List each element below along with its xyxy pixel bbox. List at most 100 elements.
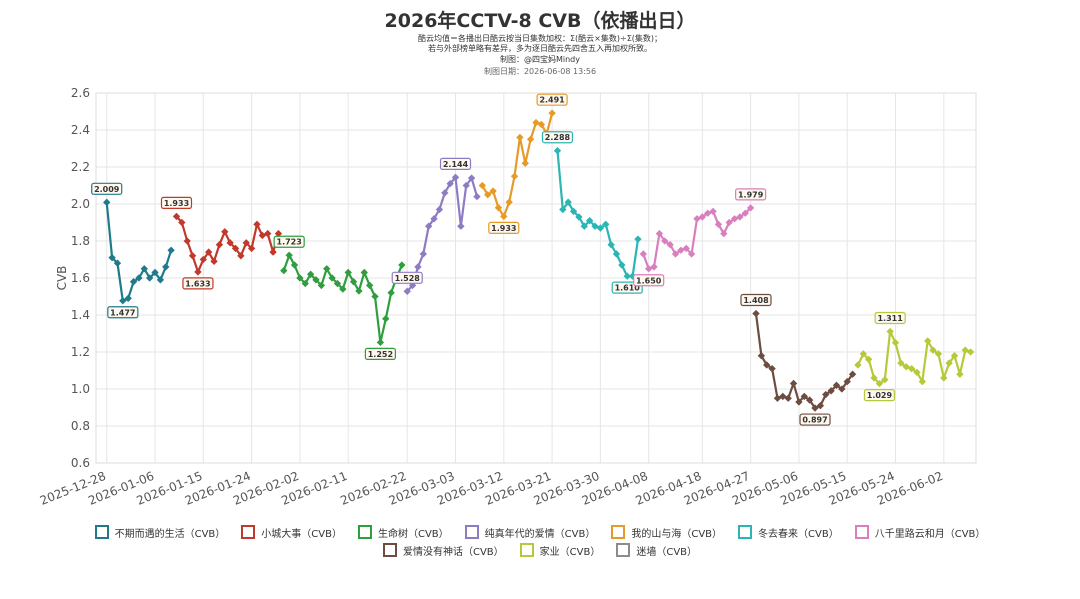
data-label: 2.144 — [443, 160, 469, 169]
data-point — [859, 350, 867, 358]
data-label: 1.933 — [164, 199, 189, 208]
data-point — [419, 250, 427, 258]
data-label-box — [863, 389, 896, 402]
data-point — [934, 350, 943, 358]
data-point — [521, 159, 529, 167]
data-label: 1.029 — [867, 391, 893, 400]
data-point — [237, 252, 245, 260]
data-point — [215, 241, 224, 249]
data-point — [365, 281, 374, 290]
data-label: 1.311 — [877, 314, 903, 323]
legend-item[interactable]: 小城大事（CVB） — [241, 525, 342, 540]
data-point — [328, 274, 336, 282]
data-point — [349, 278, 358, 286]
legend-label: 我的山与海（CVB） — [631, 528, 723, 540]
legend-row: 不期而遇的生活（CVB） 小城大事（CVB） 生命树（CVB） 纯真年代的爱情（CVB… — [0, 523, 1080, 541]
data-point — [564, 198, 572, 206]
data-point — [741, 209, 749, 217]
data-point — [478, 181, 487, 190]
data-point — [746, 204, 755, 212]
data-label-box — [364, 347, 396, 360]
chart-subtitle-line-1: 酷云均值＝各播出日酷云按当日集数加权：Σ(酷云×集数)÷Σ(集数)； — [418, 34, 662, 43]
data-point — [382, 315, 390, 323]
data-point — [194, 268, 202, 276]
legend-label: 小城大事（CVB） — [261, 528, 342, 540]
data-point — [344, 268, 352, 277]
data-point — [596, 224, 605, 232]
legend-item[interactable]: 迷墙（CVB） — [616, 543, 697, 558]
legend-item[interactable]: 冬去春来（CVB） — [738, 525, 839, 540]
chart-subtitle-line-2: 若与外部榜单略有差异，多为逐日酷云先四舍五入再加权所致。 — [428, 44, 652, 53]
data-point — [661, 237, 669, 245]
data-point — [784, 394, 792, 402]
data-point — [376, 338, 385, 347]
data-point — [709, 207, 717, 216]
data-point — [865, 355, 873, 364]
data-point — [355, 287, 363, 295]
legend-item[interactable]: 爱情没有神话（CVB） — [382, 543, 504, 558]
data-labels: 2.009 1.477 1.933 1.633 1.723 1.252 2.144 1.528… — [91, 93, 906, 426]
legend-item[interactable]: 家业（CVB） — [519, 543, 600, 558]
data-point — [816, 401, 825, 410]
chart-date: 制图日期：2026-06-08 13:56 — [483, 67, 597, 76]
legend-item[interactable]: 纯真年代的爱情（CVB） — [464, 525, 595, 540]
data-point — [296, 274, 304, 282]
data-point — [500, 212, 508, 221]
data-point — [306, 270, 315, 278]
data-point — [548, 109, 556, 117]
data-point — [956, 370, 964, 378]
data-point — [843, 377, 851, 386]
data-point — [103, 198, 111, 207]
y-tick-label: 2.2 — [71, 160, 90, 174]
data-point — [226, 239, 234, 247]
data-label-box — [160, 196, 193, 209]
data-point — [172, 212, 181, 221]
data-point — [462, 181, 470, 190]
y-tick-label: 1.8 — [71, 234, 90, 248]
data-label: 1.633 — [185, 279, 210, 288]
data-point — [274, 229, 283, 238]
data-point — [162, 263, 170, 271]
legend-swatch — [616, 543, 631, 557]
data-point — [752, 309, 760, 318]
data-label-box — [439, 157, 472, 170]
data-point — [805, 396, 814, 404]
data-point — [650, 263, 658, 271]
data-point — [403, 287, 411, 295]
data-point — [473, 192, 481, 201]
data-point — [457, 222, 465, 230]
legend-label: 迷墙（CVB） — [636, 546, 698, 558]
series-line-1 — [175, 215, 280, 273]
data-point — [623, 272, 631, 280]
data-point — [714, 220, 723, 229]
data-point — [795, 398, 803, 406]
data-point — [940, 374, 948, 382]
data-point — [913, 368, 921, 377]
data-point — [451, 173, 460, 182]
legend-item[interactable]: 我的山与海（CVB） — [611, 525, 722, 540]
data-point — [789, 379, 798, 388]
data-point — [526, 135, 535, 143]
data-point — [140, 265, 148, 273]
legend-label: 爱情没有神话（CVB） — [402, 546, 504, 558]
legend-item[interactable]: 生命树（CVB） — [357, 525, 449, 540]
data-point — [280, 266, 288, 275]
legend-item[interactable]: 八千里路云和月（CVB） — [854, 525, 985, 540]
data-point — [301, 279, 309, 288]
data-point — [398, 261, 406, 269]
data-point — [671, 250, 680, 258]
data-point — [822, 390, 830, 399]
data-point — [618, 261, 626, 269]
data-label-box — [541, 131, 574, 144]
data-point — [199, 255, 207, 264]
data-label-box — [91, 182, 123, 195]
data-point — [897, 359, 905, 367]
data-point — [639, 250, 647, 258]
legend-swatch — [94, 525, 109, 539]
data-point — [559, 205, 567, 214]
data-label: 1.528 — [395, 274, 421, 283]
data-point — [720, 229, 728, 238]
legend-item[interactable]: 不期而遇的生活（CVB） — [94, 525, 225, 540]
y-tick-label: 2.6 — [71, 86, 90, 100]
